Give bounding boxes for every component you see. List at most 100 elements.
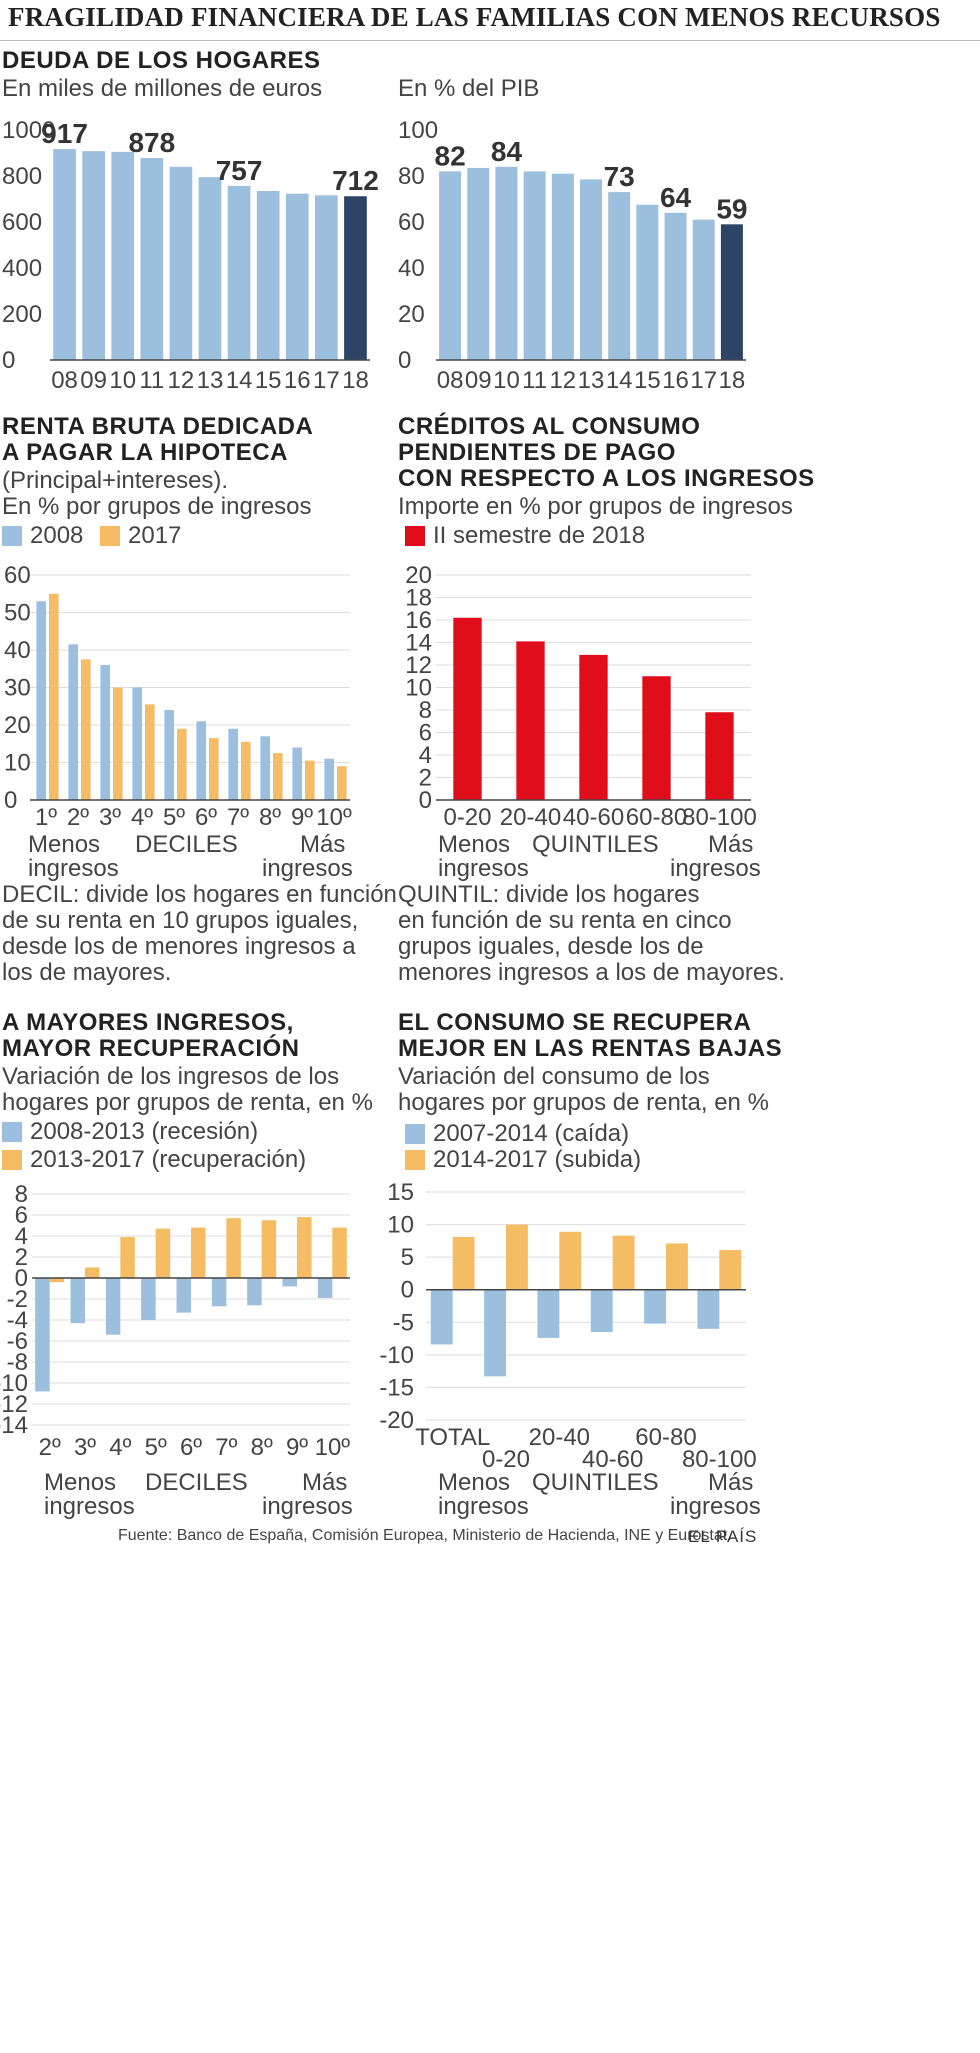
panel1-title: DEUDA DE LOS HOGARES bbox=[2, 47, 321, 74]
legend-label: II semestre de 2018 bbox=[433, 522, 646, 549]
x-tick-label: 7º bbox=[215, 1434, 237, 1461]
bar-4º bbox=[145, 704, 155, 800]
legend-swatch-orange bbox=[2, 1150, 22, 1170]
y-tick-label: 16 bbox=[405, 607, 432, 634]
x-tick-label: 20-40 bbox=[529, 1424, 590, 1451]
x-tick-label: 10 bbox=[493, 367, 520, 394]
x-tick-label: 3º bbox=[74, 1434, 96, 1461]
bar-09 bbox=[467, 167, 490, 360]
decil-note-4: los de mayores. bbox=[2, 959, 172, 986]
data-label: 917 bbox=[41, 118, 88, 149]
y-tick-label: -12 bbox=[0, 1391, 28, 1418]
bar-9º bbox=[292, 747, 302, 800]
data-label: 757 bbox=[216, 155, 263, 186]
bar-60-80 bbox=[642, 676, 671, 800]
bar-12 bbox=[169, 166, 193, 360]
bar-7º bbox=[241, 741, 251, 800]
x-tick-label: 13 bbox=[197, 367, 224, 394]
y-tick-label: 12 bbox=[405, 652, 432, 679]
panel5-legend-recession: 2008-2013 (recesión) bbox=[2, 1118, 258, 1146]
bar-1º bbox=[36, 601, 46, 800]
bar-6º bbox=[196, 721, 206, 800]
y-tick-label: 600 bbox=[2, 209, 42, 236]
panel5-left-note-1: Menos bbox=[44, 1469, 117, 1496]
panel4-right-note-2: ingresos bbox=[670, 855, 761, 882]
y-tick-label: 800 bbox=[2, 163, 42, 190]
decil-note-2: de su renta en 10 grupos iguales, bbox=[2, 907, 359, 934]
panel6-left-note-2: ingresos bbox=[438, 1493, 529, 1520]
legend-swatch-blue bbox=[2, 526, 22, 546]
x-tick-label: 60-80 bbox=[626, 804, 687, 831]
y-tick-label: 20 bbox=[4, 712, 31, 739]
y-tick-label: 18 bbox=[405, 585, 432, 612]
x-tick-label: 15 bbox=[634, 367, 661, 394]
bar-7º bbox=[211, 1278, 227, 1307]
panel4-left-note-1: Menos bbox=[438, 831, 511, 858]
panel6-subtitle-line1: Variación del consumo de los bbox=[398, 1063, 710, 1090]
bar-8º bbox=[273, 753, 283, 800]
x-tick-label: 7º bbox=[227, 804, 249, 831]
bar-5º bbox=[164, 710, 174, 800]
legend-label: 2007-2014 (caída) bbox=[433, 1120, 630, 1147]
y-tick-label: 6 bbox=[15, 1202, 28, 1229]
y-tick-label: 20 bbox=[398, 301, 425, 328]
panel4-xtitle: QUINTILES bbox=[532, 831, 659, 858]
x-tick-label: 40-60 bbox=[563, 804, 624, 831]
x-tick-label: 9º bbox=[286, 1434, 308, 1461]
x-tick-label: 0-20 bbox=[482, 1446, 530, 1473]
panel5-right-note-1: Más bbox=[302, 1469, 348, 1496]
bar-8º bbox=[261, 1220, 277, 1278]
bar-10º bbox=[317, 1278, 333, 1298]
panel4-legend: II semestre de 2018 bbox=[405, 522, 645, 550]
panel5-title-line2: MAYOR RECUPERACIÓN bbox=[2, 1035, 300, 1062]
x-tick-label: 17 bbox=[690, 367, 717, 394]
panel3-legend-2008: 2008 bbox=[2, 522, 83, 550]
bar-0-20 bbox=[506, 1224, 528, 1290]
panel5-legend-recovery: 2013-2017 (recuperación) bbox=[2, 1146, 306, 1174]
x-tick-label: 15 bbox=[255, 367, 282, 394]
data-label: 878 bbox=[128, 127, 175, 158]
x-tick-label: 16 bbox=[662, 367, 689, 394]
y-tick-label: 50 bbox=[4, 600, 31, 627]
y-tick-label: 0 bbox=[2, 347, 15, 374]
bar-18 bbox=[720, 224, 743, 360]
bar-6º bbox=[191, 1227, 206, 1278]
bar-80-100 bbox=[719, 1249, 742, 1290]
bar-20-40 bbox=[559, 1231, 582, 1290]
y-tick-label: 6 bbox=[419, 720, 432, 747]
x-tick-label: 08 bbox=[51, 367, 78, 394]
bar-40-60 bbox=[590, 1289, 613, 1333]
x-tick-label: 14 bbox=[606, 367, 633, 394]
bar-17 bbox=[315, 195, 338, 360]
bar-0-20 bbox=[453, 617, 482, 800]
bar-13 bbox=[580, 179, 602, 360]
bar-14 bbox=[227, 185, 251, 360]
x-tick-label: 09 bbox=[80, 367, 107, 394]
bar-60-80 bbox=[666, 1243, 688, 1290]
x-tick-label: 11 bbox=[139, 367, 164, 394]
y-tick-label: 0 bbox=[4, 787, 17, 814]
y-tick-label: 4 bbox=[15, 1223, 28, 1250]
panel3-subtitle-line1: (Principal+intereses). bbox=[2, 467, 229, 494]
x-tick-label: 60-80 bbox=[635, 1424, 696, 1451]
bar-6º bbox=[209, 738, 219, 800]
panel6-right-note-2: ingresos bbox=[670, 1493, 761, 1520]
bar-60-80 bbox=[644, 1289, 666, 1324]
x-tick-label: 12 bbox=[168, 367, 195, 394]
bar-5º bbox=[141, 1278, 156, 1320]
y-tick-label: 15 bbox=[387, 1179, 414, 1206]
x-tick-label: 40-60 bbox=[582, 1446, 643, 1473]
y-tick-label: -20 bbox=[379, 1407, 414, 1434]
panel3-right-note-1: Más bbox=[300, 831, 346, 858]
bar-3º bbox=[85, 1267, 100, 1278]
bar-3º bbox=[113, 687, 123, 800]
x-tick-label: 10º bbox=[315, 1434, 351, 1461]
y-tick-label: 14 bbox=[405, 630, 432, 657]
quintil-note-4: menores ingresos a los de mayores. bbox=[398, 959, 785, 986]
bar-5º bbox=[177, 728, 187, 800]
x-tick-label: 8º bbox=[259, 804, 281, 831]
bar-1º bbox=[49, 593, 59, 800]
